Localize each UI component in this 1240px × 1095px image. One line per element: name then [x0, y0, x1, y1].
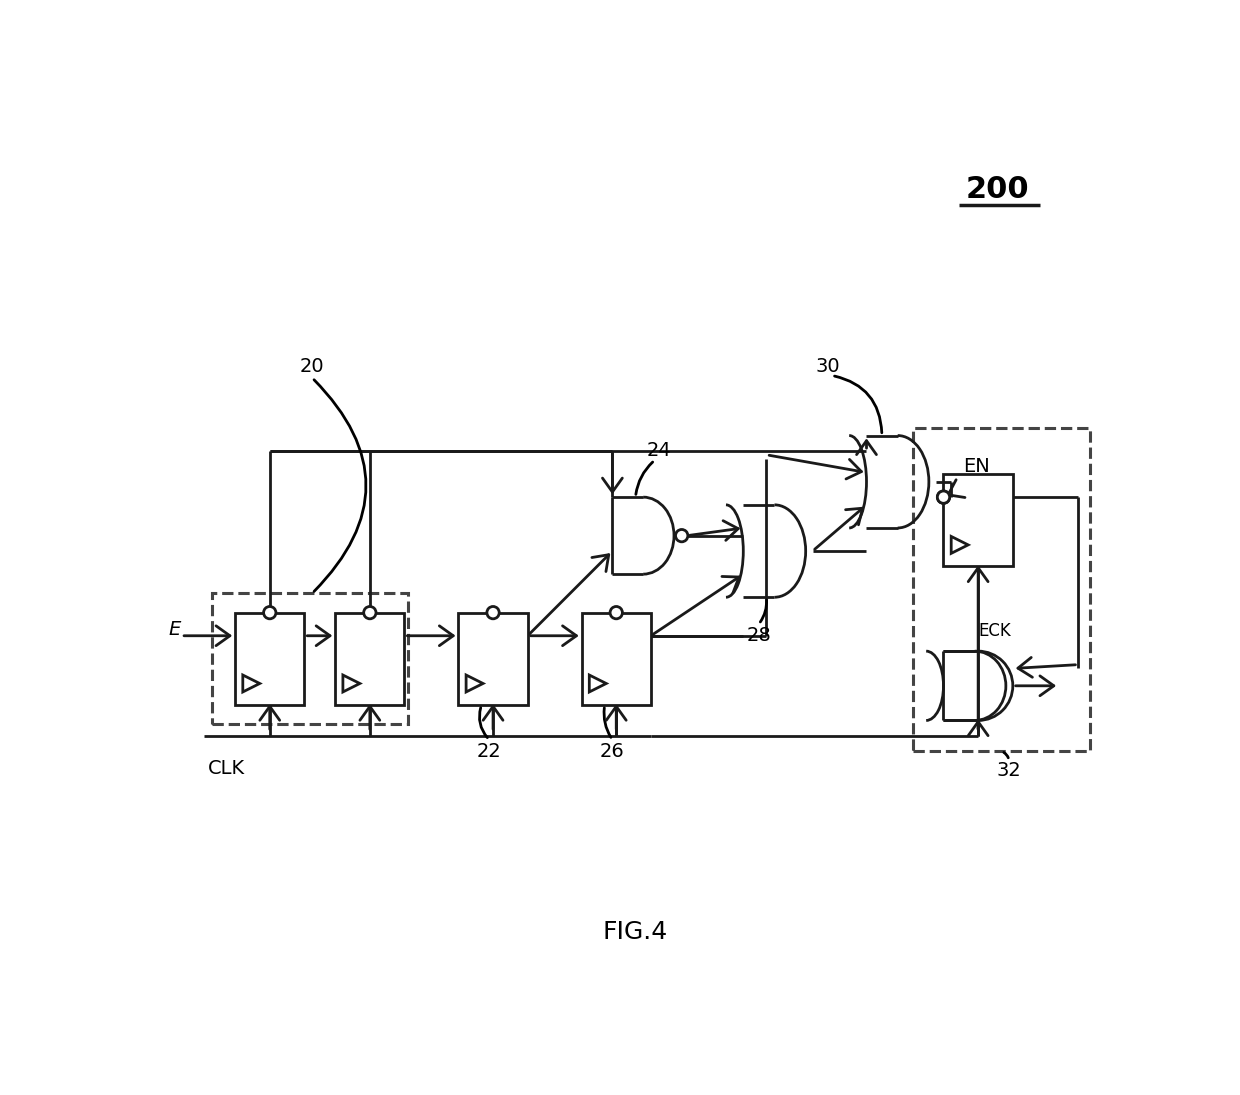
Bar	[582, 612, 651, 705]
Text: 30: 30	[816, 357, 841, 376]
Text: 200: 200	[966, 174, 1029, 204]
Bar	[236, 612, 304, 705]
Text: 28: 28	[746, 626, 771, 645]
Circle shape	[676, 530, 688, 542]
Text: 22: 22	[477, 741, 501, 761]
Text: E: E	[169, 620, 181, 639]
Text: ECK: ECK	[978, 622, 1011, 639]
Circle shape	[487, 607, 500, 619]
Bar	[913, 428, 1090, 751]
Text: 26: 26	[600, 741, 625, 761]
Circle shape	[264, 607, 277, 619]
Bar	[944, 474, 1013, 566]
Circle shape	[937, 491, 950, 504]
Text: 20: 20	[300, 357, 325, 376]
Circle shape	[610, 607, 622, 619]
Circle shape	[363, 607, 376, 619]
Text: 24: 24	[646, 441, 671, 461]
Text: FIG.4: FIG.4	[603, 920, 668, 944]
Circle shape	[937, 491, 950, 504]
Bar	[459, 612, 528, 705]
Text: EN: EN	[962, 457, 990, 476]
Bar	[335, 612, 404, 705]
Text: CLK: CLK	[208, 759, 246, 777]
Text: 32: 32	[997, 761, 1022, 780]
Bar	[212, 593, 408, 724]
